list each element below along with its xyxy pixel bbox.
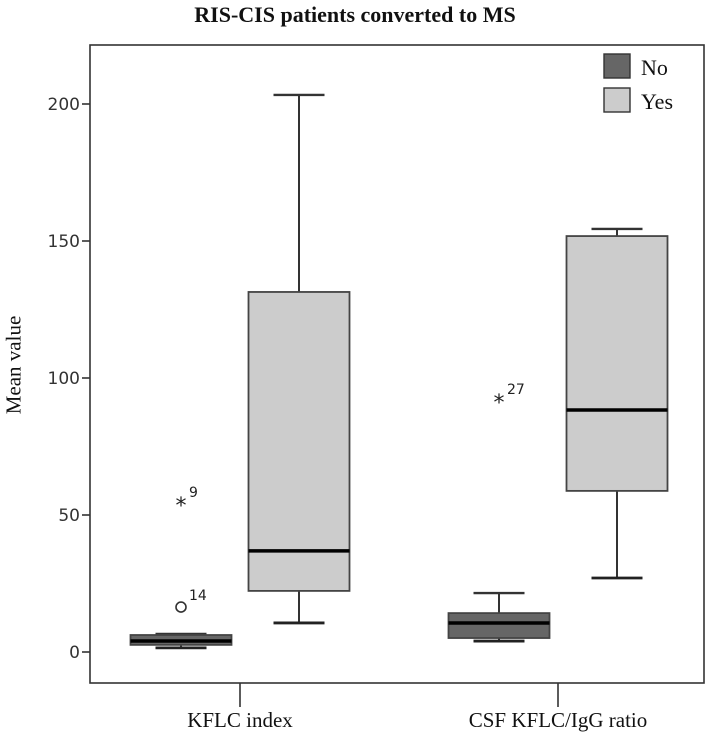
outlier-label: 14 xyxy=(189,588,207,604)
outlier-label: 9 xyxy=(189,485,198,501)
plot-frame xyxy=(89,44,705,684)
outlier-circle-icon xyxy=(175,601,187,613)
y-tick-label: 200 xyxy=(48,95,80,115)
box-yes xyxy=(247,291,351,592)
extreme-star-icon: * xyxy=(494,391,505,416)
x-category-label: KFLC index xyxy=(187,708,293,732)
y-tick-label: 100 xyxy=(48,369,80,389)
x-category-label: CSF KFLC/IgG ratio xyxy=(469,708,648,732)
extreme-star-icon: * xyxy=(176,494,187,519)
chart-title: RIS-CIS patients converted to MS xyxy=(194,2,516,27)
box-no xyxy=(447,612,551,639)
y-tick-label: 0 xyxy=(69,643,80,663)
box-yes xyxy=(565,235,669,492)
legend-label-no: No xyxy=(641,55,668,80)
legend-swatch-yes xyxy=(603,87,631,113)
legend-swatch-no xyxy=(603,53,631,79)
outlier-label: 27 xyxy=(507,382,525,398)
y-tick-label: 150 xyxy=(48,232,80,252)
legend-label-yes: Yes xyxy=(641,89,673,114)
y-tick-label: 50 xyxy=(58,506,80,526)
